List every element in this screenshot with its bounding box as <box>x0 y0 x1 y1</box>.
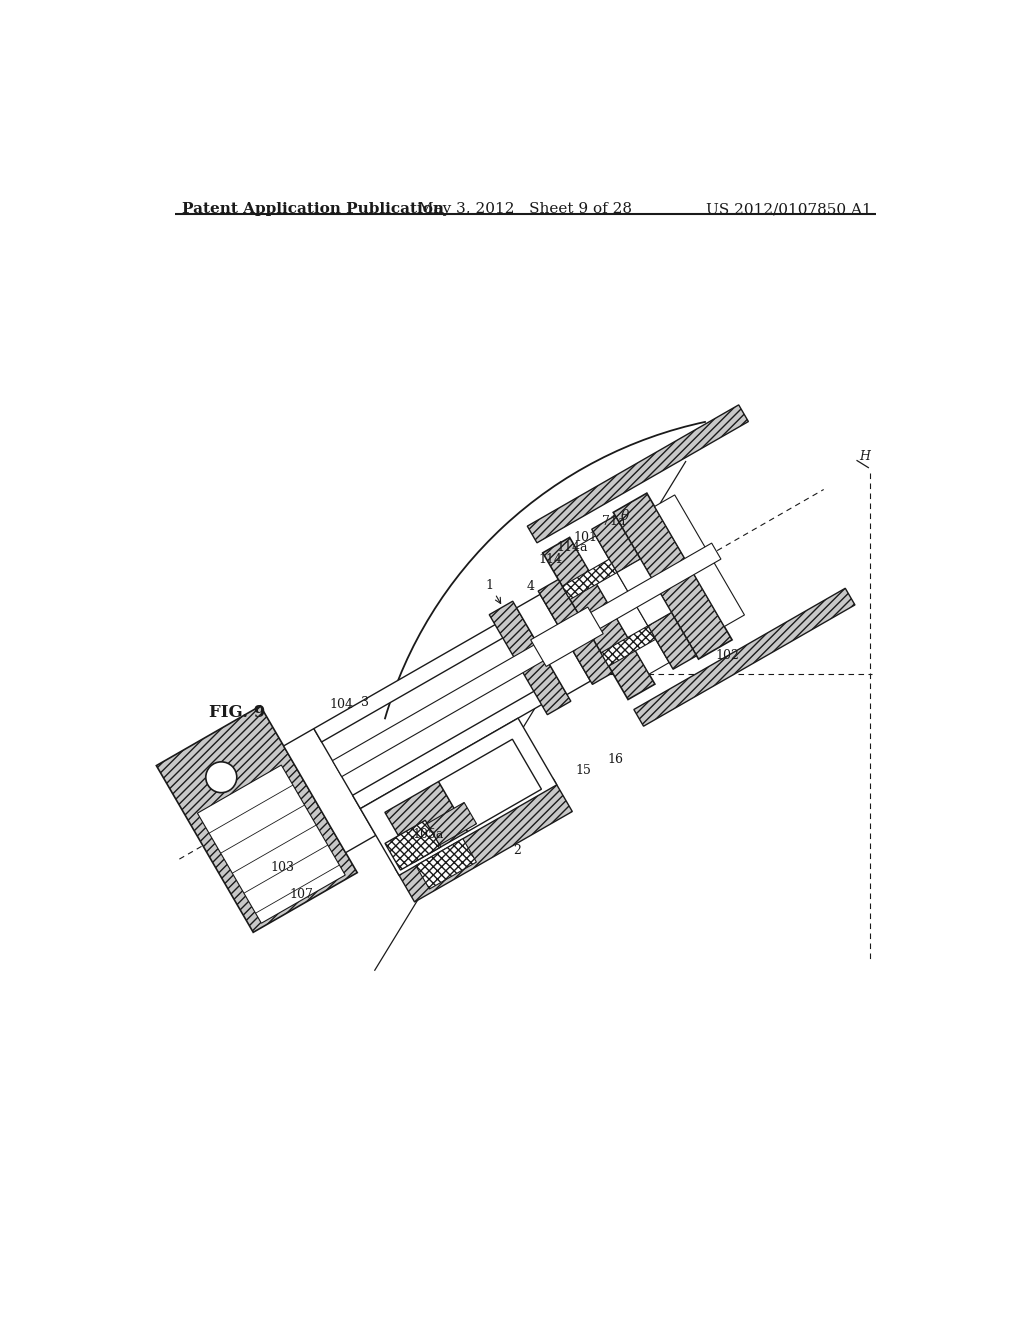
Text: 105a: 105a <box>413 828 444 841</box>
Polygon shape <box>416 838 476 890</box>
Polygon shape <box>385 781 468 862</box>
Polygon shape <box>562 560 616 599</box>
Polygon shape <box>654 495 744 627</box>
Text: 2: 2 <box>513 843 520 857</box>
Text: 103: 103 <box>270 861 295 874</box>
Polygon shape <box>489 601 570 714</box>
Polygon shape <box>395 779 572 902</box>
Polygon shape <box>438 739 542 832</box>
Text: 101: 101 <box>573 531 598 544</box>
Text: 104: 104 <box>330 698 353 710</box>
Polygon shape <box>527 405 749 543</box>
Polygon shape <box>530 607 603 667</box>
Polygon shape <box>198 766 345 923</box>
Text: 1: 1 <box>485 578 494 591</box>
Polygon shape <box>385 820 440 870</box>
Text: 4: 4 <box>526 579 535 593</box>
Polygon shape <box>157 706 357 932</box>
Polygon shape <box>539 579 612 684</box>
Polygon shape <box>648 612 696 669</box>
Polygon shape <box>575 536 670 675</box>
Text: May 3, 2012   Sheet 9 of 28: May 3, 2012 Sheet 9 of 28 <box>418 202 632 216</box>
Text: US 2012/0107850 A1: US 2012/0107850 A1 <box>707 202 872 216</box>
Polygon shape <box>601 626 655 667</box>
Text: H: H <box>859 450 870 463</box>
Text: 71a: 71a <box>602 515 626 528</box>
Text: 102: 102 <box>716 649 739 661</box>
Polygon shape <box>634 589 855 726</box>
Polygon shape <box>333 543 721 776</box>
Polygon shape <box>360 718 557 875</box>
Polygon shape <box>543 537 655 700</box>
Polygon shape <box>284 729 376 853</box>
Polygon shape <box>592 516 640 573</box>
Text: 114a: 114a <box>556 541 588 554</box>
Polygon shape <box>516 594 591 694</box>
Text: 16: 16 <box>607 754 624 767</box>
Circle shape <box>206 762 237 792</box>
Polygon shape <box>613 494 732 659</box>
Text: FIG. 9: FIG. 9 <box>209 705 265 721</box>
Text: θ: θ <box>621 510 630 524</box>
Text: 15: 15 <box>575 764 592 777</box>
Text: 107: 107 <box>290 888 313 902</box>
Polygon shape <box>616 560 672 626</box>
Text: Patent Application Publication: Patent Application Publication <box>182 202 444 216</box>
Text: 3: 3 <box>360 696 369 709</box>
Polygon shape <box>427 803 476 845</box>
Polygon shape <box>313 599 547 742</box>
Text: 114: 114 <box>539 553 562 566</box>
Polygon shape <box>352 667 585 809</box>
